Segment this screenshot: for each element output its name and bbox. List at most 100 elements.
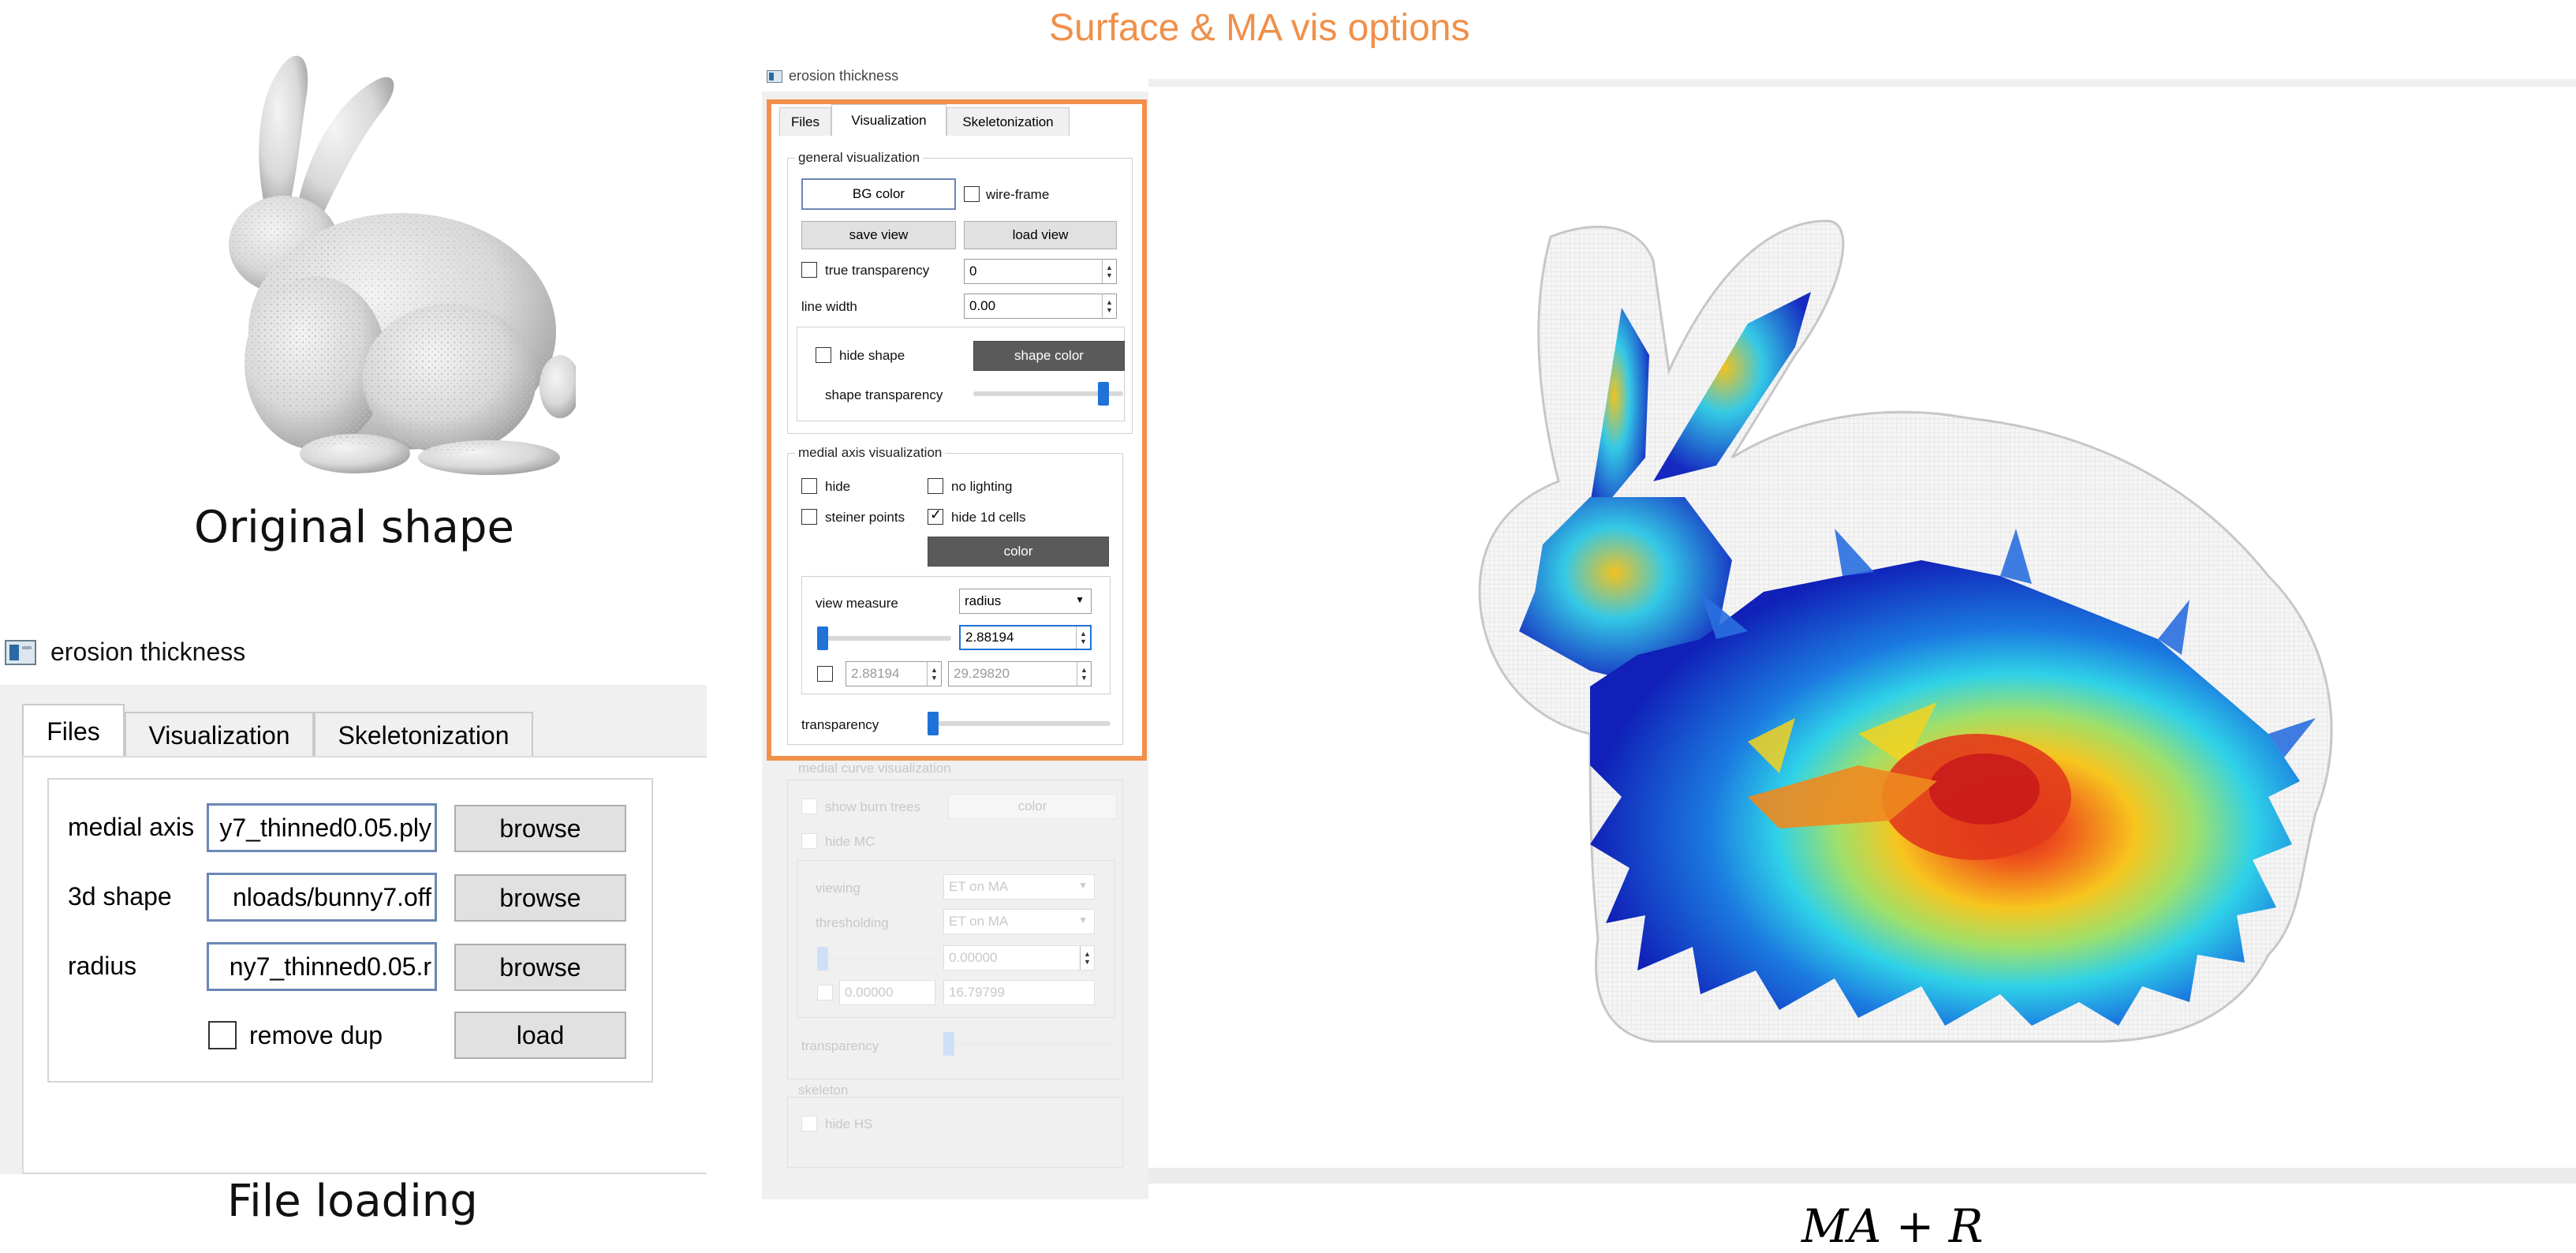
app-window-icon <box>5 639 36 665</box>
tab-files[interactable]: Files <box>22 704 125 757</box>
curve-transparency-slider[interactable] <box>943 1042 1114 1046</box>
shape-transparency-slider-thumb[interactable] <box>1098 382 1110 406</box>
viewing-select[interactable]: ET on MA ▼ <box>943 874 1095 900</box>
measure-value-spinbox[interactable]: 2.88194 ▲ ▼ <box>959 625 1092 650</box>
steiner-points-label: steiner points <box>825 510 905 525</box>
hide-1d-cells-checkbox[interactable]: ✓ <box>928 507 943 525</box>
true-transparency-value: 0 <box>969 264 977 279</box>
panel-title: Surface & MA vis options <box>1049 7 1470 49</box>
vis-tab-files[interactable]: Files <box>779 107 831 136</box>
hide-shape-checkbox[interactable] <box>816 347 831 363</box>
radius-path-input[interactable]: ny7_thinned0.05.r <box>207 942 437 991</box>
curve-range-max-spinbox[interactable]: 16.79799 <box>943 980 1095 1005</box>
hide-shape-label: hide shape <box>839 348 905 363</box>
ma-transparency-label: transparency <box>801 717 879 732</box>
true-transparency-checkbox[interactable] <box>801 262 817 278</box>
spin-arrows-icon[interactable]: ▲ ▼ <box>1102 260 1116 283</box>
curve-value-spinbox[interactable]: 0.00000 ▲ ▼ <box>943 945 1095 971</box>
range-checkbox[interactable] <box>817 666 833 682</box>
caption-ma-plus-r: MA + R <box>1801 1199 1984 1253</box>
curve-range-min-spinbox[interactable]: 0.00000 <box>839 980 935 1005</box>
load-view-button[interactable]: load view <box>964 221 1117 249</box>
ma-hide-checkbox[interactable] <box>801 478 817 494</box>
browse-3d-shape-button[interactable]: browse <box>454 874 626 922</box>
hide-hs-label: hide HS <box>825 1116 873 1131</box>
hide-mc-checkbox[interactable] <box>801 833 817 849</box>
remove-dup-checkbox[interactable] <box>208 1021 237 1049</box>
measure-slider[interactable] <box>817 636 951 641</box>
file-group-box <box>47 778 653 1083</box>
thresholding-select[interactable]: ET on MA ▼ <box>943 909 1095 934</box>
vis-tab-skeletonization[interactable]: Skeletonization <box>946 107 1070 136</box>
hide-mc-label: hide MC <box>825 834 875 849</box>
curve-range-min: 0.00000 <box>845 985 894 1000</box>
spin-arrows-icon[interactable]: ▲ ▼ <box>1077 662 1091 686</box>
line-width-spinbox[interactable]: 0.00 ▲ ▼ <box>964 294 1117 319</box>
caption-original-shape: Original shape <box>194 502 514 553</box>
spin-arrows-icon[interactable]: ▲ ▼ <box>1076 626 1090 649</box>
skeleton-group <box>787 1097 1123 1168</box>
steiner-points-checkbox[interactable] <box>801 509 817 525</box>
curve-slider[interactable] <box>817 956 935 961</box>
no-lighting-label: no lighting <box>951 479 1013 494</box>
shape-transparency-label: shape transparency <box>825 387 943 402</box>
line-width-value: 0.00 <box>969 298 996 313</box>
remove-dup-label: remove dup <box>249 1021 383 1049</box>
chevron-down-icon[interactable]: ▼ <box>1078 880 1088 891</box>
hide-hs-checkbox[interactable] <box>801 1116 817 1131</box>
show-burn-trees-checkbox[interactable] <box>801 799 817 814</box>
curve-slider-thumb[interactable] <box>817 947 828 971</box>
browse-medial-axis-button[interactable]: browse <box>454 805 626 852</box>
vis-tab-visualization[interactable]: Visualization <box>831 104 946 136</box>
shape-subgroup <box>797 327 1125 421</box>
curve-transparency-slider-thumb[interactable] <box>943 1032 954 1056</box>
measure-value: 2.88194 <box>965 630 1014 645</box>
measure-slider-thumb[interactable] <box>817 626 828 650</box>
ma-hide-label: hide <box>825 479 851 494</box>
viewing-option: ET on MA <box>949 879 1009 894</box>
no-lighting-checkbox[interactable] <box>928 478 943 494</box>
render-viewport[interactable] <box>1148 79 2576 1184</box>
ma-transparency-slider-thumb[interactable] <box>928 712 939 735</box>
thresholding-option: ET on MA <box>949 914 1009 929</box>
medial-axis-label: medial axis <box>68 813 195 841</box>
range-max-spinbox[interactable]: 29.29820 ▲ ▼ <box>948 661 1092 686</box>
general-visualization-group <box>787 158 1133 434</box>
caption-file-loading: File loading <box>227 1176 478 1227</box>
spin-arrows-icon[interactable]: ▲ ▼ <box>1102 294 1116 318</box>
bg-color-button[interactable]: BG color <box>801 178 956 210</box>
medial-axis-path-input[interactable]: y7_thinned0.05.ply <box>207 803 437 852</box>
ma-radius-render <box>1478 219 2333 1043</box>
wire-frame-checkbox[interactable] <box>964 186 980 202</box>
vis-window-titlebar: erosion thickness <box>767 68 898 84</box>
vis-window-title: erosion thickness <box>789 68 899 84</box>
chevron-down-icon[interactable]: ▼ <box>1075 594 1085 605</box>
original-bunny-image <box>229 55 576 475</box>
view-measure-select[interactable]: radius ▼ <box>959 589 1092 614</box>
browse-radius-button[interactable]: browse <box>454 944 626 991</box>
save-view-button[interactable]: save view <box>801 221 956 249</box>
ma-color-button[interactable]: color <box>928 537 1109 567</box>
true-transparency-label: true transparency <box>825 263 930 278</box>
medial-curve-group <box>787 780 1123 1079</box>
load-button[interactable]: load <box>454 1012 626 1059</box>
curve-color-button[interactable]: color <box>948 794 1117 819</box>
spin-arrows-icon[interactable]: ▲ ▼ <box>1080 946 1094 970</box>
spin-arrows-icon[interactable]: ▲ ▼ <box>927 662 941 686</box>
chevron-down-icon[interactable]: ▼ <box>1078 915 1088 926</box>
tab-skeletonization[interactable]: Skeletonization <box>314 712 533 757</box>
3d-shape-path-input[interactable]: nloads/bunny7.off <box>207 873 437 922</box>
3d-shape-label: 3d shape <box>68 882 172 911</box>
general-visualization-title: general visualization <box>795 150 924 166</box>
range-min-spinbox[interactable]: 2.88194 ▲ ▼ <box>846 661 942 686</box>
curve-range-checkbox[interactable] <box>817 985 833 1001</box>
curve-transparency-label: transparency <box>801 1038 879 1053</box>
file-window-tabbar: Files Visualization Skeletonization <box>22 702 533 757</box>
tab-visualization[interactable]: Visualization <box>125 712 314 757</box>
medial-curve-title: medial curve visualization <box>798 761 951 776</box>
ma-transparency-slider[interactable] <box>928 721 1111 726</box>
true-transparency-spinbox[interactable]: 0 ▲ ▼ <box>964 259 1117 284</box>
shape-transparency-slider[interactable] <box>973 391 1123 396</box>
viewing-label: viewing <box>816 881 861 896</box>
shape-color-button[interactable]: shape color <box>973 341 1125 371</box>
